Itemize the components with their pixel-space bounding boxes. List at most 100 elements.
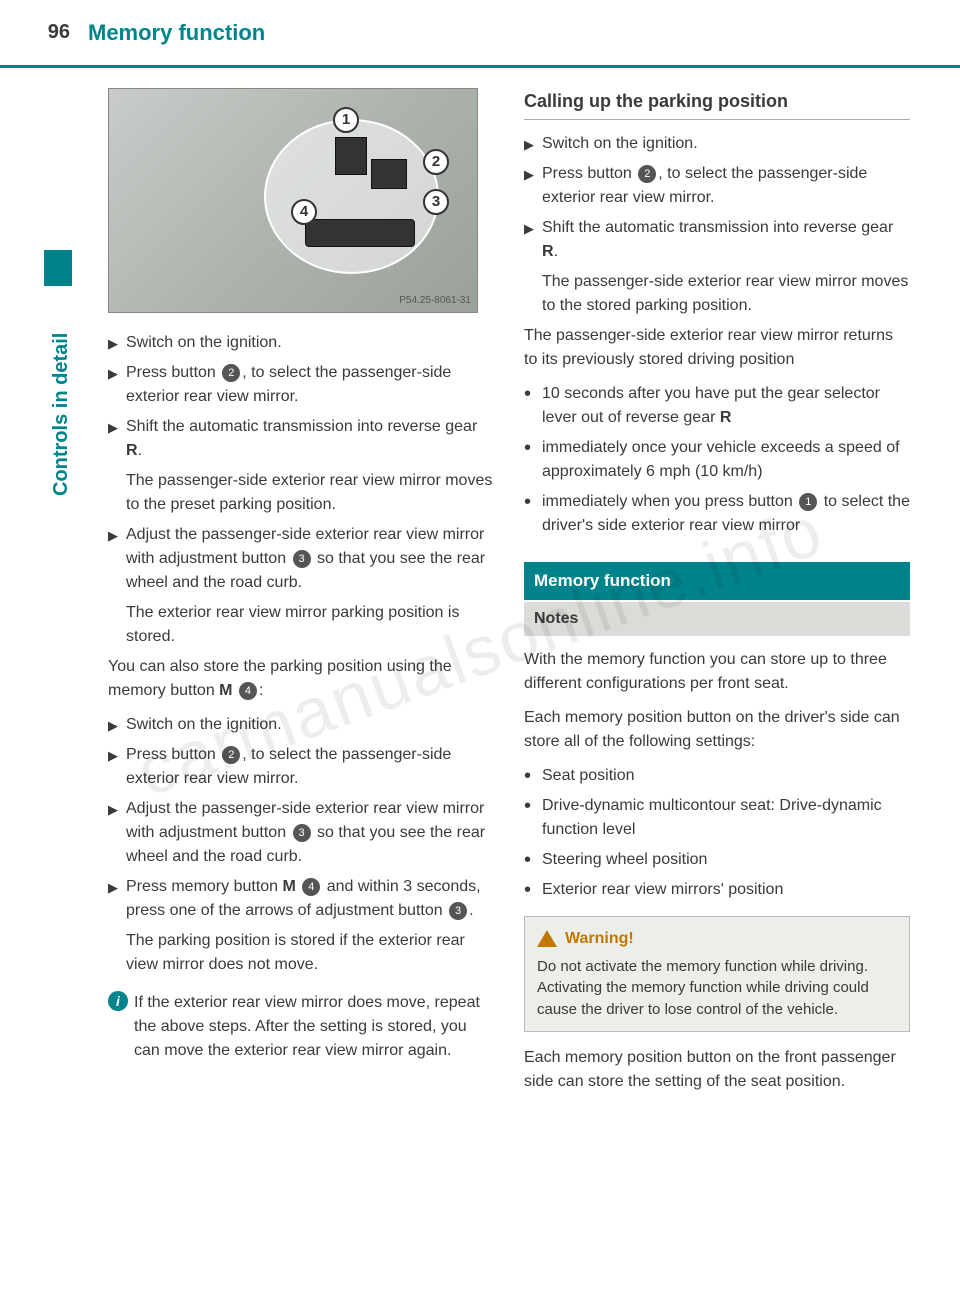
bullet-text: immediately once your vehicle exceeds a … bbox=[542, 436, 910, 484]
bullet-dot-icon: • bbox=[524, 436, 542, 484]
side-tab-block bbox=[44, 250, 72, 286]
step-result: The parking position is stored if the ex… bbox=[108, 929, 494, 977]
side-tab-label: Controls in detail bbox=[50, 333, 73, 496]
ref-2-icon: 2 bbox=[222, 364, 240, 382]
bullet-text: immediately when you press button 1 to s… bbox=[542, 490, 910, 538]
step: ▶ Press memory button M 4 and within 3 s… bbox=[108, 875, 494, 923]
bullet-item: • Seat position bbox=[524, 764, 910, 788]
step-text: Switch on the ignition. bbox=[126, 713, 494, 737]
bullet-dot-icon: • bbox=[524, 878, 542, 902]
step-text: Shift the automatic transmission into re… bbox=[126, 415, 494, 463]
bullet-text: Drive-dynamic multicontour seat: Drive-d… bbox=[542, 794, 910, 842]
bullet-item: • Exterior rear view mirrors' position bbox=[524, 878, 910, 902]
callout-4: 4 bbox=[291, 199, 317, 225]
page-title: Memory function bbox=[80, 0, 960, 68]
bullet-text: Seat position bbox=[542, 764, 910, 788]
warning-box: Warning! Do not activate the memory func… bbox=[524, 916, 910, 1032]
notes-heading: Notes bbox=[524, 602, 910, 636]
step-arrow-icon: ▶ bbox=[524, 162, 542, 210]
ref-2-icon: 2 bbox=[222, 746, 240, 764]
figure-switch-2 bbox=[371, 159, 407, 189]
bullet-text: Steering wheel position bbox=[542, 848, 910, 872]
warning-icon bbox=[537, 930, 557, 947]
step-result: The passenger-side exterior rear view mi… bbox=[524, 270, 910, 318]
step: ▶ Press button 2, to select the passenge… bbox=[108, 743, 494, 791]
step: ▶ Adjust the passenger-side exterior rea… bbox=[108, 523, 494, 595]
bullet-item: • Drive-dynamic multicontour seat: Drive… bbox=[524, 794, 910, 842]
step-text: Press button 2, to select the passenger-… bbox=[542, 162, 910, 210]
paragraph: You can also store the parking position … bbox=[108, 655, 494, 703]
paragraph: With the memory function you can store u… bbox=[524, 648, 910, 696]
step: ▶ Shift the automatic transmission into … bbox=[108, 415, 494, 463]
paragraph: Each memory position button on the drive… bbox=[524, 706, 910, 754]
step-arrow-icon: ▶ bbox=[108, 331, 126, 355]
page-header: 96 Memory function bbox=[0, 0, 960, 68]
step-text: Adjust the passenger-side exterior rear … bbox=[126, 797, 494, 869]
step-result: The passenger-side exterior rear view mi… bbox=[108, 469, 494, 517]
subheading: Calling up the parking position bbox=[524, 88, 910, 120]
bullet-dot-icon: • bbox=[524, 764, 542, 788]
info-text: If the exterior rear view mirror does mo… bbox=[134, 991, 494, 1063]
bullet-item: • 10 seconds after you have put the gear… bbox=[524, 382, 910, 430]
callout-3: 3 bbox=[423, 189, 449, 215]
bullet-dot-icon: • bbox=[524, 490, 542, 538]
bullet-text: Exterior rear view mirrors' position bbox=[542, 878, 910, 902]
step-text: Press button 2, to select the passenger-… bbox=[126, 743, 494, 791]
ref-3-icon: 3 bbox=[293, 550, 311, 568]
bullet-item: • Steering wheel position bbox=[524, 848, 910, 872]
content-area: 1 2 3 4 P54.25-8061-31 ▶ Switch on the i… bbox=[0, 68, 960, 1124]
ref-3-icon: 3 bbox=[293, 824, 311, 842]
step-arrow-icon: ▶ bbox=[524, 216, 542, 264]
section-heading: Memory function bbox=[524, 562, 910, 600]
step-arrow-icon: ▶ bbox=[108, 713, 126, 737]
bullet-item: • immediately when you press button 1 to… bbox=[524, 490, 910, 538]
step: ▶ Switch on the ignition. bbox=[108, 713, 494, 737]
step-arrow-icon: ▶ bbox=[108, 875, 126, 923]
step: ▶ Press button 2, to select the passenge… bbox=[108, 361, 494, 409]
figure-switch-bar bbox=[305, 219, 415, 247]
ref-2-icon: 2 bbox=[638, 165, 656, 183]
step-arrow-icon: ▶ bbox=[108, 415, 126, 463]
info-box: i If the exterior rear view mirror does … bbox=[108, 983, 494, 1071]
ref-1-icon: 1 bbox=[799, 493, 817, 511]
step: ▶ Switch on the ignition. bbox=[108, 331, 494, 355]
step-arrow-icon: ▶ bbox=[108, 523, 126, 595]
bullet-item: • immediately once your vehicle exceeds … bbox=[524, 436, 910, 484]
step-result: The exterior rear view mirror parking po… bbox=[108, 601, 494, 649]
step-text: Press button 2, to select the passenger-… bbox=[126, 361, 494, 409]
bullet-text: 10 seconds after you have put the gear s… bbox=[542, 382, 910, 430]
step-arrow-icon: ▶ bbox=[108, 797, 126, 869]
step: ▶ Adjust the passenger-side exterior rea… bbox=[108, 797, 494, 869]
callout-2: 2 bbox=[423, 149, 449, 175]
step: ▶ Shift the automatic transmission into … bbox=[524, 216, 910, 264]
figure-switch-1 bbox=[335, 137, 367, 175]
step-text: Press memory button M 4 and within 3 sec… bbox=[126, 875, 494, 923]
ref-4-icon: 4 bbox=[302, 878, 320, 896]
step-arrow-icon: ▶ bbox=[524, 132, 542, 156]
bullet-dot-icon: • bbox=[524, 382, 542, 430]
side-tab: Controls in detail bbox=[44, 250, 72, 500]
warning-heading: Warning! bbox=[537, 927, 897, 950]
page-number: 96 bbox=[0, 0, 80, 68]
step: ▶ Press button 2, to select the passenge… bbox=[524, 162, 910, 210]
step-text: Shift the automatic transmission into re… bbox=[542, 216, 910, 264]
step-arrow-icon: ▶ bbox=[108, 361, 126, 409]
info-icon: i bbox=[108, 991, 128, 1011]
bullet-dot-icon: • bbox=[524, 794, 542, 842]
figure-code: P54.25-8061-31 bbox=[399, 293, 471, 308]
right-column: Calling up the parking position ▶ Switch… bbox=[524, 88, 910, 1104]
bullet-dot-icon: • bbox=[524, 848, 542, 872]
figure-mirror-controls: 1 2 3 4 P54.25-8061-31 bbox=[108, 88, 478, 313]
ref-4-icon: 4 bbox=[239, 682, 257, 700]
paragraph: The passenger-side exterior rear view mi… bbox=[524, 324, 910, 372]
warning-body: Do not activate the memory function whil… bbox=[537, 956, 897, 1021]
step-arrow-icon: ▶ bbox=[108, 743, 126, 791]
ref-3-icon: 3 bbox=[449, 902, 467, 920]
left-column: 1 2 3 4 P54.25-8061-31 ▶ Switch on the i… bbox=[108, 88, 494, 1104]
step-text: Switch on the ignition. bbox=[126, 331, 494, 355]
callout-1: 1 bbox=[333, 107, 359, 133]
step-text: Adjust the passenger-side exterior rear … bbox=[126, 523, 494, 595]
step: ▶ Switch on the ignition. bbox=[524, 132, 910, 156]
step-text: Switch on the ignition. bbox=[542, 132, 910, 156]
paragraph: Each memory position button on the front… bbox=[524, 1046, 910, 1094]
